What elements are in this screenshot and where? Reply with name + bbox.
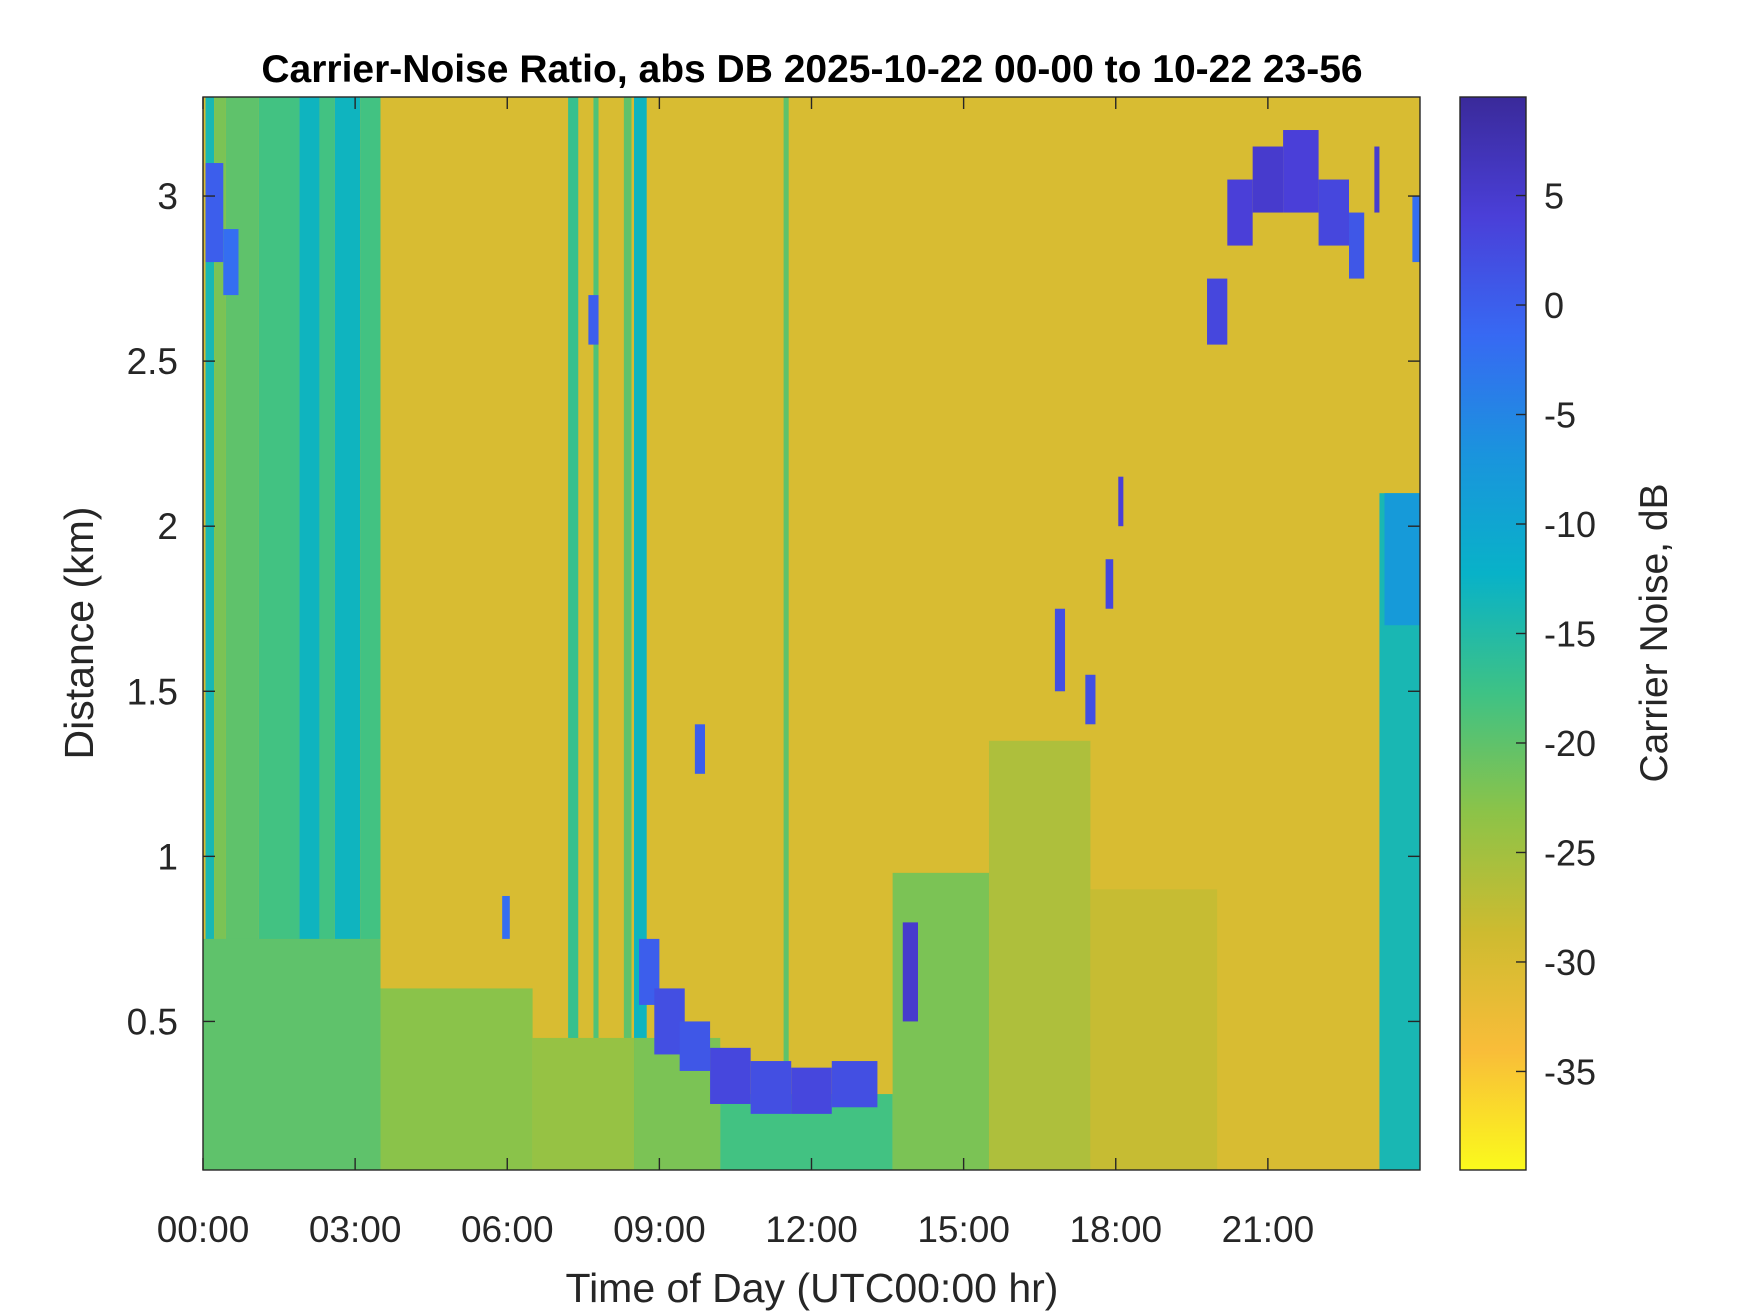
- heatmap-band-4: [299, 97, 320, 1170]
- y-tick-label-4: 2.5: [127, 341, 178, 382]
- heatmap-cloud-cell-3: [710, 1047, 751, 1104]
- x-tick-label-0: 00:00: [157, 1209, 250, 1250]
- x-tick-label-5: 15:00: [917, 1209, 1010, 1250]
- heatmap-cloud-cell-20: [1318, 179, 1350, 246]
- y-tick-label-3: 2: [157, 506, 178, 547]
- heatmap-band-7: [360, 97, 381, 1170]
- heatmap-cloud-cell-6: [831, 1061, 878, 1108]
- y-axis: 0.5 1 1.5 2 2.5 3: [127, 176, 1420, 1042]
- heatmap-cloud-cell-19: [1283, 130, 1319, 213]
- heatmap-low-cell-7: [1090, 889, 1218, 1170]
- heatmap-band-9: [593, 97, 599, 1170]
- heatmap-cloud-cell-8: [694, 724, 706, 774]
- heatmap-low-cell-6: [988, 740, 1091, 1170]
- heatmap-band-10: [623, 97, 632, 1170]
- colorbar-tick-label-4: -15: [1544, 614, 1596, 655]
- heatmap-band-5: [319, 97, 335, 1170]
- heatmap-cloud-cell-15: [1118, 476, 1124, 527]
- x-tick-label-1: 03:00: [309, 1209, 402, 1250]
- heatmap-cloud-cell-25: [1054, 608, 1066, 692]
- x-tick-label-3: 09:00: [613, 1209, 706, 1250]
- heatmap-band-1: [214, 97, 226, 1170]
- heatmap-area: [203, 97, 1420, 1170]
- y-tick-label-5: 3: [157, 176, 178, 217]
- x-tick-label-6: 18:00: [1069, 1209, 1162, 1250]
- heatmap-cloud-cell-17: [1227, 179, 1253, 246]
- colorbar-tick-label-0: 5: [1544, 176, 1564, 217]
- colorbar-tick-label-3: -10: [1544, 504, 1596, 545]
- heatmap-cloud-cell-12: [223, 229, 239, 296]
- heatmap-cloud-cell-24: [1384, 493, 1420, 626]
- heatmap-cloud-cell-13: [1085, 674, 1096, 725]
- y-axis-label: Distance (km): [56, 507, 102, 760]
- heatmap-cloud-cell-16: [1207, 278, 1228, 345]
- colorbar-label: Carrier Noise, dB: [1633, 483, 1676, 782]
- colorbar-tick-label-5: -20: [1544, 723, 1596, 764]
- heatmap-low-cell-1: [380, 988, 533, 1170]
- chart-title: Carrier-Noise Ratio, abs DB 2025-10-22 0…: [261, 48, 1362, 91]
- heatmap-low-cell-0: [203, 938, 381, 1170]
- x-axis: 00:00 03:00 06:00 09:00 12:00 15:00 18:00 21:00: [157, 97, 1314, 1250]
- heatmap-cloud-cell-9: [502, 895, 510, 939]
- colorbar-tick-label-6: -25: [1544, 832, 1596, 873]
- x-tick-label-2: 06:00: [461, 1209, 554, 1250]
- x-axis-label: Time of Day (UTC00:00 hr): [566, 1265, 1059, 1311]
- heatmap-cloud-cell-7: [902, 922, 918, 1022]
- colorbar-axis: 5 0 -5 -10 -15 -20 -25 -30 -35: [1516, 176, 1596, 1092]
- colorbar-tick-label-2: -5: [1544, 395, 1576, 436]
- heatmap-cloud-cell-22: [1374, 146, 1380, 213]
- heatmap-cloud-cell-10: [588, 295, 599, 345]
- heatmap-low-cell-2: [532, 1037, 635, 1170]
- heatmap-cloud-cell-4: [750, 1061, 792, 1114]
- heatmap-cloud-cell-5: [791, 1067, 832, 1114]
- heatmap-cloud-cell-18: [1252, 146, 1284, 213]
- x-tick-label-7: 21:00: [1222, 1209, 1315, 1250]
- heatmap-band-0: [205, 97, 215, 1170]
- heatmap-cloud-cell-23: [1412, 196, 1420, 263]
- colorbar-tick-label-8: -35: [1544, 1051, 1596, 1092]
- heatmap-band-11: [634, 97, 647, 1170]
- heatmap-cloud-cell-11: [205, 163, 224, 263]
- y-tick-label-0: 0.5: [127, 1001, 178, 1042]
- colorbar-tick-label-7: -30: [1544, 942, 1596, 983]
- heatmap-band-12: [783, 97, 789, 1170]
- heatmap-cloud-cell-2: [679, 1021, 711, 1071]
- x-tick-label-4: 12:00: [765, 1209, 858, 1250]
- y-tick-label-1: 1: [157, 836, 178, 877]
- colorbar-tick-label-1: 0: [1544, 285, 1564, 326]
- heatmap-cloud-cell-21: [1349, 212, 1365, 279]
- heatmap-band-8: [568, 97, 579, 1170]
- y-tick-label-2: 1.5: [127, 671, 178, 712]
- heatmap-cloud-cells: [205, 130, 1420, 1114]
- heatmap-cloud-cell-14: [1105, 559, 1114, 609]
